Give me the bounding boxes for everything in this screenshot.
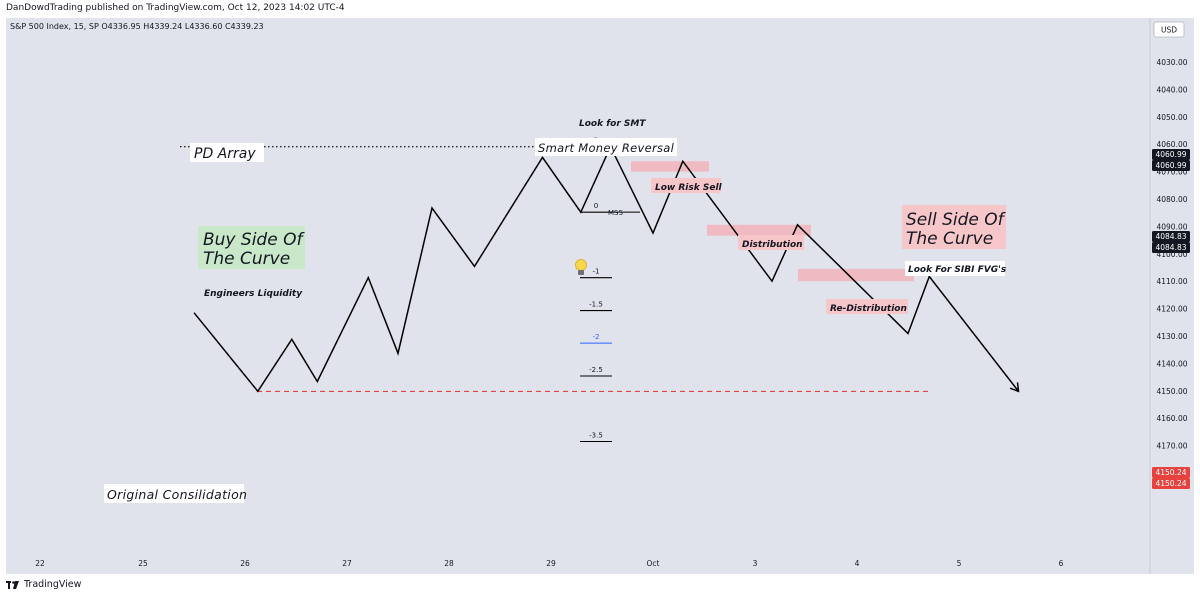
fib-label: -1.5 [589,301,603,309]
price-tag-label: 4084.83 [1155,243,1186,252]
price-tag-label: 4084.83 [1155,232,1186,241]
y-tick-label: 4050.00 [1156,113,1187,122]
x-tick-label: 28 [444,559,454,568]
price-tag [1152,478,1190,489]
sell-side-label-2: The Curve [906,229,993,249]
pd-array-box [190,143,264,162]
distribution-label: Distribution [742,240,803,250]
plot-area [6,18,1150,574]
y-tick-label: 4080.00 [1156,195,1187,204]
y-tick-label: 4120.00 [1156,305,1187,314]
buy-side-label-1: Buy Side Of [203,230,305,250]
currency-box[interactable] [1153,21,1185,38]
distribution-box [738,235,804,250]
look-smt-label: Look for SMT [579,119,646,129]
arrow-head [1009,382,1020,393]
x-tick-label: 6 [1059,559,1064,568]
chart: S&P 500 Index, 15, SP O4336.95 H4339.24 … [6,18,1194,574]
y-tick-label: 4060.00 [1156,140,1187,149]
x-tick-label: 29 [546,559,556,568]
x-tick-label: 4 [855,559,860,568]
zones [631,161,914,282]
re-distribution-label: Re-Distribution [830,304,907,314]
pd-array-label: PD Array [194,146,256,162]
x-tick-label: 27 [342,559,352,568]
price-tag [1152,231,1190,242]
symbol-ohlc: S&P 500 Index, 15, SP O4336.95 H4339.24 … [10,22,264,31]
mss-label: MSS [608,209,623,217]
x-tick-label: 26 [240,559,250,568]
bulb-glass [575,259,587,271]
y-tick-label: 4030.00 [1156,58,1187,67]
price-tag-label: 4150.24 [1155,479,1186,488]
x-tick-label: 22 [35,559,45,568]
x-tick-label: Oct [647,559,660,568]
price-path [193,144,1020,393]
sibi-box [905,261,1005,276]
zone-2 [707,224,811,236]
publisher-bar: DanDowdTrading published on TradingView.… [0,0,1200,18]
smart-money-box [535,138,677,156]
y-tick-label: 4110.00 [1156,277,1187,286]
price-tags: 4060.99 4060.99 4084.83 4084.83 4150.24 4150.… [1152,149,1190,489]
fib-label: -1 [593,268,600,276]
bulb-base [578,270,584,275]
fib-label: -2.5 [589,366,603,374]
sibi-label: Look For SIBI FVG's [908,265,1007,275]
price-tag [1152,242,1190,253]
y-tick-label: 4070.00 [1156,168,1187,177]
y-tick-label: 4140.00 [1156,359,1187,368]
fib-label: 0 [594,202,598,210]
price-tag [1152,149,1190,160]
sell-side-box [902,205,1006,249]
y-tick-label: 4150.00 [1156,387,1187,396]
lightbulb-icon [575,259,587,275]
x-tick-label: 5 [957,559,962,568]
price-tag [1152,160,1190,171]
y-tick-label: 4040.00 [1156,85,1187,94]
sell-side-label-1: Sell Side Of [906,210,1007,230]
original-box [104,484,244,503]
y-tick-label: 4160.00 [1156,414,1187,423]
y-tick-label: 4130.00 [1156,332,1187,341]
x-tick-label: 3 [753,559,758,568]
currency-label[interactable]: USD [1161,26,1177,35]
price-tag-label: 4060.99 [1155,161,1186,170]
low-risk-box [651,178,721,193]
footer-bar: TradingView [0,574,1200,596]
tradingview-brand: TradingView [24,579,82,590]
publisher-text: DanDowdTrading published on TradingView.… [6,3,345,13]
price-axis [1150,18,1194,574]
y-tick-label: 4090.00 [1156,222,1187,231]
y-tick-label: 4100.00 [1156,250,1187,259]
fib-label: -2 [593,333,600,341]
buy-side-box [198,226,305,269]
price-tag-label: 4060.99 [1155,150,1186,159]
tradingview-logo[interactable]: TradingView [6,579,81,590]
re-distribution-box [826,299,908,314]
smart-money-label: Smart Money Reversal [538,141,675,155]
low-risk-label: Low Risk Sell [655,183,723,193]
x-axis-ticks: 22 25 26 27 28 29 Oct 3 4 5 6 [35,559,1063,568]
zone-1 [631,161,709,172]
tradingview-logo-icon [6,580,20,589]
annotations: PD Array Smart Money Reversal Look for SMT… [104,119,1007,503]
engineers-label: Engineers Liquidity [204,289,303,299]
x-tick-label: 25 [138,559,148,568]
price-tag [1152,467,1190,478]
buy-side-label-2: The Curve [203,249,290,269]
y-axis-ticks: 4030.00 4040.00 4050.00 4060.00 4070.00 4080.… [1156,58,1187,451]
y-tick-label: 4170.00 [1156,442,1187,451]
zone-3 [798,268,914,282]
fib-label: -3.5 [589,431,603,439]
price-tag-label: 4150.24 [1155,468,1186,477]
original-label: Original Consilidation [107,487,247,502]
